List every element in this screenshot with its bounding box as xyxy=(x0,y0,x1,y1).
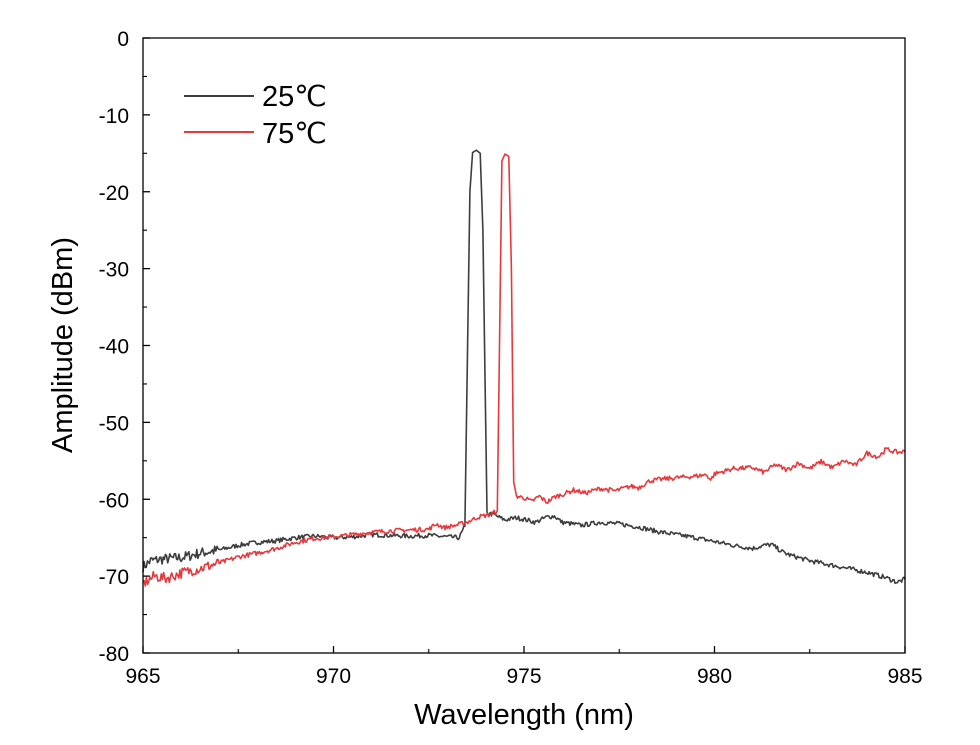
x-tick-label: 975 xyxy=(506,665,541,688)
y-tick-label: -70 xyxy=(99,566,129,589)
legend-label-75c: 75℃ xyxy=(262,118,327,150)
y-tick-label: -40 xyxy=(99,336,129,359)
y-tick-label: 0 xyxy=(117,28,129,51)
x-tick-label: 970 xyxy=(316,665,351,688)
y-tick-label: -20 xyxy=(99,182,129,205)
x-ticks: 965 970 975 980 985 xyxy=(125,646,923,688)
y-gridless-ticks: 0 -10 -20 -30 -40 -50 -60 -70 -80 xyxy=(99,28,150,666)
plot-lines xyxy=(142,149,906,587)
x-tick-label: 965 xyxy=(125,665,160,688)
x-axis-label: Wavelength (nm) xyxy=(414,699,634,731)
x-tick-label: 985 xyxy=(887,665,922,688)
y-tick-label: -60 xyxy=(99,489,129,512)
y-tick-label: -50 xyxy=(99,412,129,435)
plot-frame xyxy=(142,37,906,654)
y-tick-label: -30 xyxy=(99,259,129,282)
y-tick-label: -10 xyxy=(99,105,129,128)
legend-label-25c: 25℃ xyxy=(262,81,327,113)
y-tick-label: -80 xyxy=(99,643,129,666)
legend: 25℃ 75℃ xyxy=(184,81,327,150)
x-tick-label: 980 xyxy=(697,665,732,688)
y-axis-label: Amplitude (dBm) xyxy=(47,237,79,453)
series-line-25c xyxy=(142,149,906,585)
series-line-75c xyxy=(142,153,906,587)
